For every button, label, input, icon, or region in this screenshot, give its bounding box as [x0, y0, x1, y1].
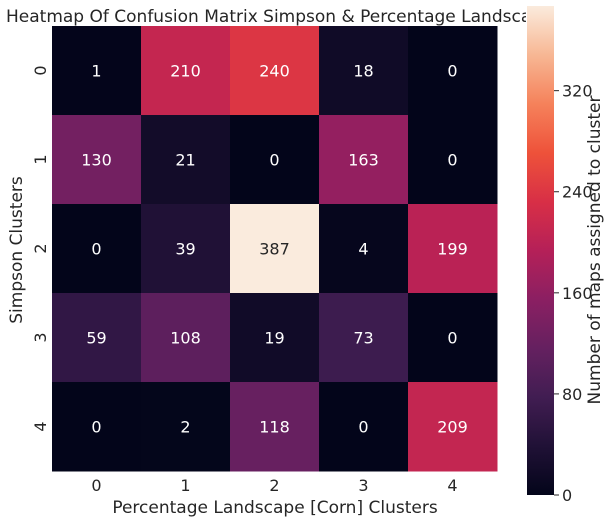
heatmap-cell: [408, 293, 498, 383]
cell-value-label: 199: [437, 240, 468, 259]
chart-title: Heatmap Of Confusion Matrix Simpson & Pe…: [6, 7, 612, 27]
heatmap-cell: [52, 115, 142, 205]
heatmap-cell: [408, 26, 498, 116]
cell-value-label: 19: [264, 329, 284, 348]
cell-value-label: 0: [91, 418, 101, 437]
cell-value-label: 0: [91, 240, 101, 259]
cell-value-label: 209: [437, 418, 468, 437]
cell-value-label: 73: [353, 329, 373, 348]
heatmap-cell: [408, 382, 498, 472]
heatmap-cell: [141, 26, 231, 116]
x-tick-label: 2: [269, 476, 279, 495]
x-tick-label: 4: [447, 476, 457, 495]
heatmap-cell: [230, 382, 320, 472]
colorbar-tick-label: 80: [562, 385, 582, 404]
heatmap-cell: [52, 382, 142, 472]
heatmap-cell: [52, 26, 142, 116]
heatmap-cell: [319, 26, 409, 116]
heatmap-cell: [52, 293, 142, 383]
heatmap-cell: [230, 115, 320, 205]
colorbar-label: Number of maps assigned to cluster: [585, 96, 605, 405]
cell-value-label: 0: [358, 418, 368, 437]
colorbar-tick-label: 240: [562, 183, 593, 202]
heatmap-cell: [141, 293, 231, 383]
cell-value-label: 130: [81, 151, 112, 170]
heatmap-cell: [408, 115, 498, 205]
cell-value-label: 1: [91, 62, 101, 81]
cell-value-label: 0: [269, 151, 279, 170]
heatmap-cell: [319, 115, 409, 205]
heatmap-cell: [141, 115, 231, 205]
heatmap-cell: [230, 26, 320, 116]
colorbar-tick-label: 320: [562, 82, 593, 101]
colorbar-tick-label: 160: [562, 284, 593, 303]
y-tick-label: 3: [31, 332, 50, 342]
cell-value-label: 59: [86, 329, 106, 348]
cell-value-label: 387: [259, 240, 290, 259]
cell-value-label: 240: [259, 62, 290, 81]
cell-value-label: 210: [170, 62, 201, 81]
y-axis-label: Simpson Clusters: [7, 176, 27, 324]
cell-value-label: 2: [180, 418, 190, 437]
y-tick-label: 2: [31, 243, 50, 253]
cell-value-label: 108: [170, 329, 201, 348]
cell-value-label: 4: [358, 240, 368, 259]
cell-value-label: 163: [348, 151, 379, 170]
heatmap-cell: [319, 293, 409, 383]
cell-value-label: 0: [447, 62, 457, 81]
x-tick-label: 0: [91, 476, 101, 495]
heatmap-cell: [141, 382, 231, 472]
heatmap-cell: [141, 204, 231, 294]
colorbar-ticks: 0 80 160 240 320: [554, 82, 593, 505]
y-tick-label: 4: [31, 421, 50, 431]
cell-value-label: 18: [353, 62, 373, 81]
cell-value-label: 0: [447, 151, 457, 170]
heatmap-cell: [319, 382, 409, 472]
x-axis-label: Percentage Landscape [Corn] Clusters: [112, 498, 438, 518]
y-tick-labels: 0 1 2 3 4: [31, 65, 50, 431]
colorbar: [527, 6, 554, 495]
x-tick-label: 3: [358, 476, 368, 495]
colorbar-tick-label: 0: [562, 486, 572, 505]
cell-value-label: 21: [175, 151, 195, 170]
y-tick-label: 0: [31, 65, 50, 75]
cell-value-label: 39: [175, 240, 195, 259]
heatmap-cell: [408, 204, 498, 294]
y-tick-label: 1: [31, 154, 50, 164]
cell-value-label: 0: [447, 329, 457, 348]
heatmap-cell: [319, 204, 409, 294]
heatmap-cell: [230, 204, 320, 294]
heatmap-cell: [230, 293, 320, 383]
x-tick-labels: 0 1 2 3 4: [91, 476, 457, 495]
cell-value-label: 118: [259, 418, 290, 437]
heatmap-cell: [52, 204, 142, 294]
x-tick-label: 1: [180, 476, 190, 495]
